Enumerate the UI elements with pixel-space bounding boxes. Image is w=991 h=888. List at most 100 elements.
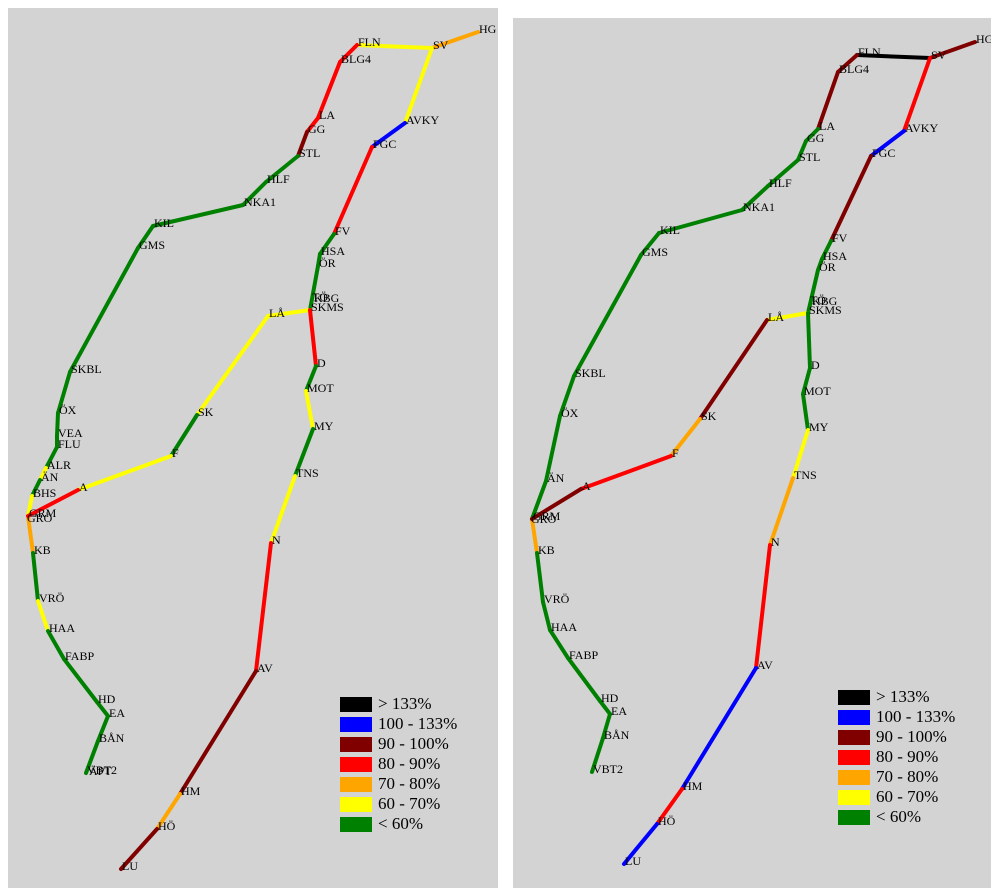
station-label: SK — [198, 405, 214, 419]
station-label: KIL — [660, 223, 680, 237]
station-label: HLF — [769, 176, 792, 190]
station-label: FABP — [65, 649, 94, 663]
station-label: TÖ — [810, 293, 826, 307]
legend-swatch — [340, 817, 372, 832]
legend-label: 100 - 133% — [876, 707, 955, 726]
track-segment — [56, 370, 72, 415]
track-segment — [572, 253, 643, 378]
legend-label: > 133% — [876, 687, 930, 706]
track-segment — [820, 239, 833, 261]
station-label: HD — [98, 692, 116, 706]
track-segment — [791, 428, 810, 480]
track-segment — [403, 46, 434, 125]
track-segment — [598, 699, 612, 716]
legend-label: 90 - 100% — [378, 734, 449, 753]
station-label: GMS — [642, 245, 668, 259]
station-label: NKA1 — [244, 195, 276, 209]
track-segment — [95, 700, 110, 718]
station-label: BÅN — [99, 731, 125, 745]
station-label: KBG — [314, 291, 340, 305]
station-label: BHS — [33, 486, 56, 500]
track-segment — [754, 543, 772, 670]
track-segment — [338, 43, 359, 64]
track-segment — [266, 308, 312, 318]
track-segment — [169, 413, 199, 458]
track-segment — [680, 666, 758, 791]
legend-label: 70 - 80% — [378, 774, 440, 793]
station-label: EA — [611, 704, 627, 718]
station-label: LU — [625, 854, 641, 868]
track-segment — [26, 494, 34, 518]
station-label: A — [79, 480, 88, 494]
station-label: N — [272, 533, 281, 547]
station-label: FGC — [872, 146, 895, 160]
station-label: AVKY — [905, 121, 938, 135]
legend-swatch — [838, 730, 870, 745]
station-label: VRÖ — [39, 591, 65, 605]
track-segment — [430, 30, 480, 50]
station-label: GRM — [29, 506, 57, 520]
station-label: LU — [122, 859, 138, 873]
station-label: STL — [799, 150, 820, 164]
station-label: HÖ — [158, 819, 176, 833]
station-label: BÅN — [604, 728, 630, 742]
track-segment — [293, 427, 315, 478]
track-segment — [31, 551, 40, 603]
station-label: ALR — [47, 458, 71, 472]
station-label: ÖX — [561, 406, 579, 420]
track-segment — [855, 53, 932, 60]
track-segment — [740, 184, 770, 212]
station-label: D — [811, 358, 820, 372]
track-segment — [46, 629, 66, 661]
legend-label: 100 - 133% — [378, 714, 457, 733]
track-segment — [76, 454, 173, 492]
legend-swatch — [838, 710, 870, 725]
legend-label: < 60% — [378, 814, 423, 833]
track-segment — [544, 414, 562, 483]
track-segment — [355, 43, 434, 50]
station-label: AV — [757, 658, 773, 672]
station-label: SV — [931, 48, 947, 62]
track-segment — [765, 311, 810, 322]
track-segment — [801, 392, 810, 432]
station-label: GG — [308, 122, 326, 136]
track-segment — [601, 712, 612, 740]
station-label: MOT — [804, 384, 831, 398]
station-label: GMS — [139, 238, 165, 252]
legend-label: 80 - 90% — [378, 754, 440, 773]
legend-swatch — [340, 757, 372, 772]
track-segment — [902, 56, 932, 133]
track-segment — [579, 454, 673, 491]
station-label: SKMS — [311, 300, 344, 314]
track-segment — [264, 154, 300, 184]
station-label: ÖX — [59, 403, 77, 417]
station-label: HG — [976, 32, 991, 46]
track-segment — [558, 374, 576, 418]
station-label: STL — [299, 146, 320, 160]
track-segment — [816, 70, 840, 131]
station-label: MOT — [307, 381, 334, 395]
station-label: HÖ — [658, 814, 676, 828]
track-segment — [639, 231, 661, 257]
track-segment — [655, 787, 684, 826]
legend-swatch — [838, 750, 870, 765]
track-segment — [269, 474, 297, 545]
legend-label: 60 - 70% — [876, 787, 938, 806]
track-segment — [304, 389, 315, 431]
station-label: ÄN — [547, 471, 565, 485]
station-label: LÅ — [768, 310, 784, 324]
legend-label: < 60% — [876, 807, 921, 826]
station-label: HAA — [551, 620, 577, 634]
track-segment — [806, 268, 820, 315]
station-label: HD — [601, 691, 619, 705]
station-label: LÅ — [269, 306, 285, 320]
track-segment — [316, 252, 322, 268]
track-segment — [296, 130, 309, 158]
track-segment — [151, 203, 245, 228]
track-segment — [44, 445, 59, 470]
legend-swatch — [340, 697, 372, 712]
station-label: FV — [335, 224, 351, 238]
track-segment — [801, 366, 812, 396]
legend-swatch — [838, 690, 870, 705]
